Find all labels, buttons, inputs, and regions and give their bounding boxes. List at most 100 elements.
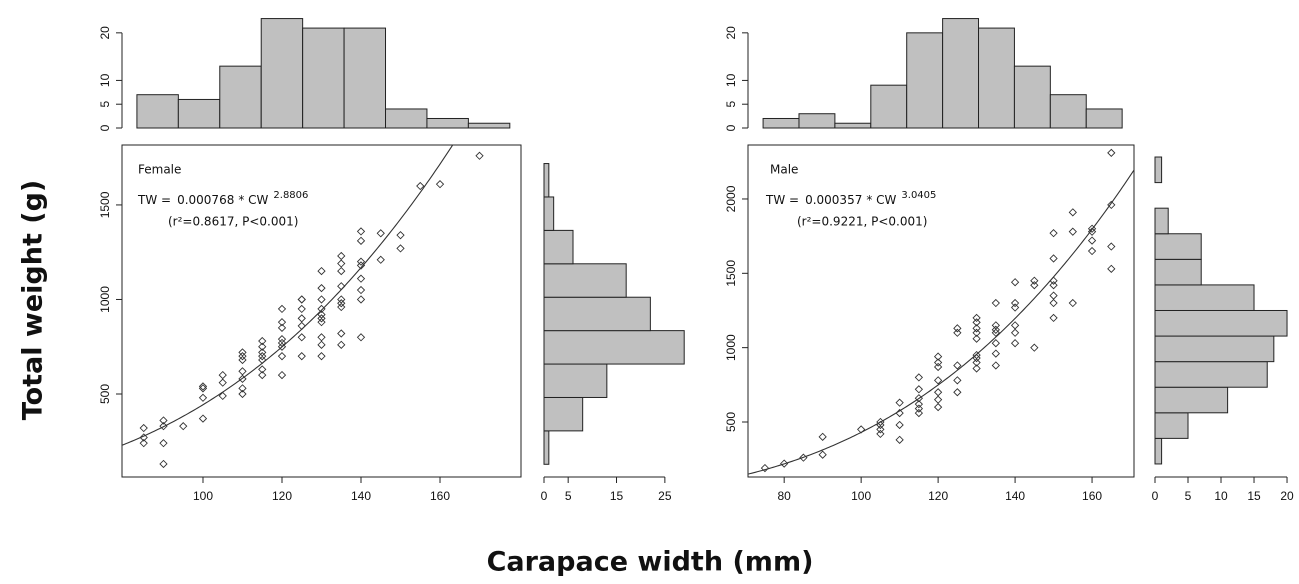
histogram-bar (543, 263, 627, 298)
panel-label: Female (138, 163, 181, 177)
x-axis-title: Carapace width (mm) (487, 547, 814, 578)
point (277, 342, 287, 351)
histogram-bar (762, 117, 800, 129)
point (1010, 328, 1020, 337)
y-tick-label: 1500 (724, 260, 738, 287)
x-tick-label: 20 (1280, 489, 1294, 503)
histogram-bar (543, 430, 550, 465)
equation-exponent: 3.0405 (901, 190, 936, 201)
x-tick-label: 140 (1005, 489, 1025, 503)
histogram-bar (543, 396, 584, 432)
point (1030, 276, 1039, 285)
fit-curve (748, 169, 1134, 475)
histogram-bar (1154, 309, 1288, 337)
point (914, 394, 924, 403)
point (1107, 242, 1116, 251)
point (277, 318, 287, 327)
histogram-bar (798, 113, 836, 129)
point (1010, 278, 1020, 287)
point (1068, 208, 1077, 217)
point (1087, 227, 1097, 236)
histogram-bar (1154, 284, 1255, 311)
histogram-bar (906, 32, 944, 129)
point (317, 352, 326, 361)
histogram-bar (543, 296, 651, 332)
histogram-bar (978, 27, 1015, 129)
point (1107, 200, 1116, 210)
point (1049, 276, 1058, 285)
histogram-bar (302, 27, 345, 129)
y-tick-label: 10 (98, 73, 112, 87)
point (356, 227, 366, 236)
point (799, 453, 808, 462)
point (238, 389, 247, 399)
point (953, 388, 962, 397)
point (933, 358, 943, 367)
point (876, 425, 885, 434)
histogram-bar (1085, 108, 1123, 129)
point (914, 404, 924, 413)
x-tick-label: 100 (851, 489, 871, 503)
point (991, 349, 1000, 358)
point (972, 353, 981, 363)
histogram-bar (870, 84, 908, 129)
point (857, 425, 866, 434)
histogram-bar (1154, 233, 1202, 260)
point (914, 408, 924, 418)
histogram-bar (260, 18, 304, 129)
equation: TW = 0.000768 * CW 2.8806 (137, 190, 308, 207)
point (317, 340, 326, 349)
histogram-bar (219, 65, 262, 129)
point (972, 328, 981, 337)
fit-stats: (r²=0.9221, P<0.001) (797, 215, 927, 229)
y-tick-label: 0 (98, 124, 112, 131)
point (1087, 224, 1097, 233)
point (1068, 227, 1077, 236)
point (1107, 148, 1116, 158)
histogram-bar (1154, 156, 1163, 184)
x-tick-label: 15 (610, 489, 624, 503)
point (953, 324, 962, 333)
point (972, 364, 981, 373)
point (258, 352, 267, 361)
histogram-bar (543, 363, 608, 398)
point (972, 334, 981, 343)
y-tick-label: 1000 (98, 286, 112, 313)
plot-frame (121, 144, 522, 478)
point (218, 391, 227, 401)
histogram-bar (426, 117, 469, 129)
point (139, 433, 148, 442)
histogram-bar (385, 108, 428, 129)
point (1010, 298, 1020, 308)
x-tick-label: 100 (193, 489, 213, 503)
point (1010, 303, 1020, 312)
point (933, 376, 943, 385)
point (914, 385, 924, 394)
point (895, 398, 904, 407)
histogram-bar (1049, 94, 1087, 129)
histogram-bar (543, 330, 685, 365)
y-tick-label: 2000 (724, 185, 738, 212)
histogram-bar (1154, 412, 1189, 439)
histogram-bar (1154, 386, 1229, 414)
point (1087, 246, 1097, 256)
point (159, 439, 168, 448)
point (337, 282, 346, 291)
point (258, 370, 267, 380)
equation-exponent: 2.8806 (273, 190, 308, 201)
histogram-bar (136, 94, 179, 129)
point (337, 302, 346, 312)
x-tick-label: 160 (430, 489, 450, 503)
x-tick-label: 160 (1082, 489, 1102, 503)
y-tick-label: 500 (724, 412, 738, 432)
point (139, 439, 148, 448)
point (972, 318, 981, 327)
x-tick-label: 5 (565, 489, 572, 503)
point (876, 420, 885, 430)
histogram-bar (467, 122, 511, 129)
panel-label: Male (770, 163, 798, 177)
point (972, 358, 981, 367)
point (972, 324, 981, 333)
point (356, 333, 366, 342)
y-tick-label: 5 (98, 101, 112, 108)
